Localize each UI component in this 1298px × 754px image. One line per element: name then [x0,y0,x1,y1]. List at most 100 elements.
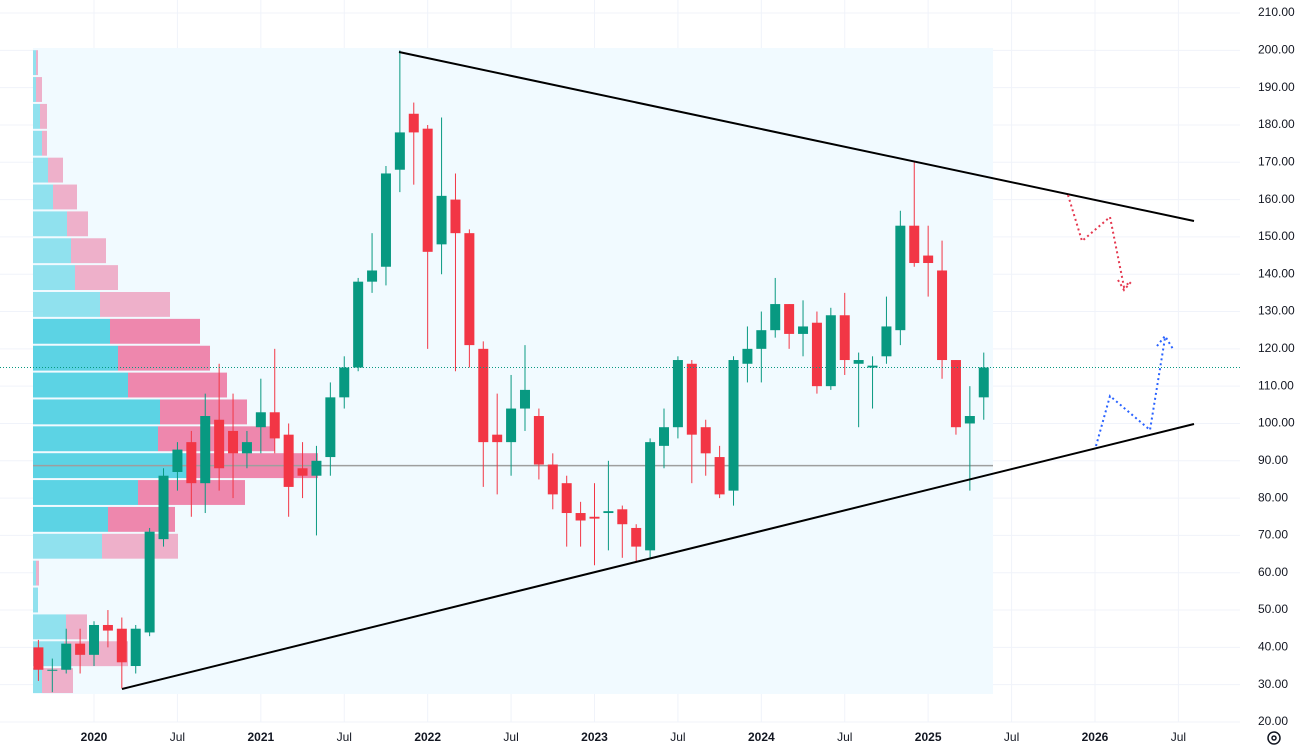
candle-body [672,360,683,428]
profile-down [42,130,47,156]
candle-body [172,449,183,472]
candle-body [47,669,58,671]
candle-body [422,128,433,252]
x-tick-label: Jul [170,730,185,744]
candle-body [700,427,711,454]
candle-body [478,348,489,443]
candle-body [784,304,795,334]
candle-body [895,225,906,331]
profile-up [33,211,67,237]
profile-up [33,103,40,129]
candle-body [686,363,697,435]
x-tick-label: 2023 [581,730,608,744]
candle-body [339,367,350,398]
profile-down [36,77,42,102]
candle-body [130,628,141,667]
y-tick-label: 210.00 [1258,5,1295,19]
candle-body [450,199,461,234]
candle-body [811,322,822,387]
candle-body [825,315,836,387]
candle-body [33,647,44,670]
candle-body [728,360,739,491]
candle-body [867,365,878,368]
candle-body [714,457,725,495]
profile-up [33,77,36,102]
trendline-upper [398,51,1195,222]
y-tick-label: 140.00 [1258,266,1295,280]
y-tick-label: 50.00 [1258,602,1288,616]
x-tick-label: Jul [503,730,518,744]
candle-body [589,516,600,519]
candle-body [506,408,517,443]
profile-down [100,292,170,317]
y-tick-label: 100.00 [1258,416,1295,430]
arrow-head [1156,334,1174,350]
candle-body [839,315,850,361]
profile-range [33,48,993,694]
y-tick-label: 80.00 [1258,490,1288,504]
candle-body [408,113,419,133]
profile-down [71,238,106,264]
candle-body [214,419,225,469]
x-tick-label: 2025 [915,730,942,744]
axes: 20.00 30.00 40.00 50.00 60.00 70.00 80.00 90.00… [81,5,1295,744]
candle-body [269,412,280,439]
candle-body [297,468,308,476]
candle-body [102,624,113,631]
candle-body [283,434,294,487]
trendline-lower [121,423,1195,690]
candle-body [394,132,405,170]
candle-body [325,397,336,458]
y-tick-label: 90.00 [1258,453,1288,467]
candles [0,50,1240,693]
x-tick-label: Jul [837,730,852,744]
candle-body [519,389,530,409]
candle-body [909,225,920,264]
profile-up [33,506,108,532]
profile-down [118,345,210,371]
candle-body [158,475,169,540]
candle-body [241,442,252,454]
candle-body [937,270,948,361]
profile-down [36,50,38,76]
profile-down [67,211,88,237]
x-tick-label: 2021 [247,730,274,744]
y-tick-label: 170.00 [1258,154,1295,168]
x-tick-label: 2020 [81,730,108,744]
profile-down [75,265,118,291]
x-tick-label: Jul [337,730,352,744]
candle-body [853,360,864,364]
profile-down [66,614,87,640]
y-tick-label: 180.00 [1258,117,1295,131]
profile-up [33,533,102,559]
candle-body [255,412,266,428]
candle-body [367,270,378,282]
candle-body [75,643,86,655]
profile-up [33,265,75,291]
candle-body [144,531,155,633]
projection-down [1067,194,1131,289]
candle-body [881,326,892,357]
y-tick-label: 190.00 [1258,80,1295,94]
candle-body [353,281,364,368]
profile-up [33,318,110,344]
candle-body [200,416,211,484]
candle-body [492,434,503,443]
candle-body [798,326,809,334]
profile-up [33,614,66,640]
profile-up [33,345,118,371]
x-tick-label: 2022 [414,730,441,744]
arrow-head [1117,279,1132,292]
candle-body [978,367,989,398]
candle-body [186,442,197,484]
y-tick-label: 150.00 [1258,229,1295,243]
x-tick-label: Jul [670,730,685,744]
profile-down [53,184,77,210]
y-tick-label: 70.00 [1258,528,1288,542]
candle-body [756,330,767,349]
candle-body [964,416,975,424]
candle-body [770,304,781,331]
candle-body [436,195,447,245]
settings-icon[interactable] [1267,731,1281,745]
